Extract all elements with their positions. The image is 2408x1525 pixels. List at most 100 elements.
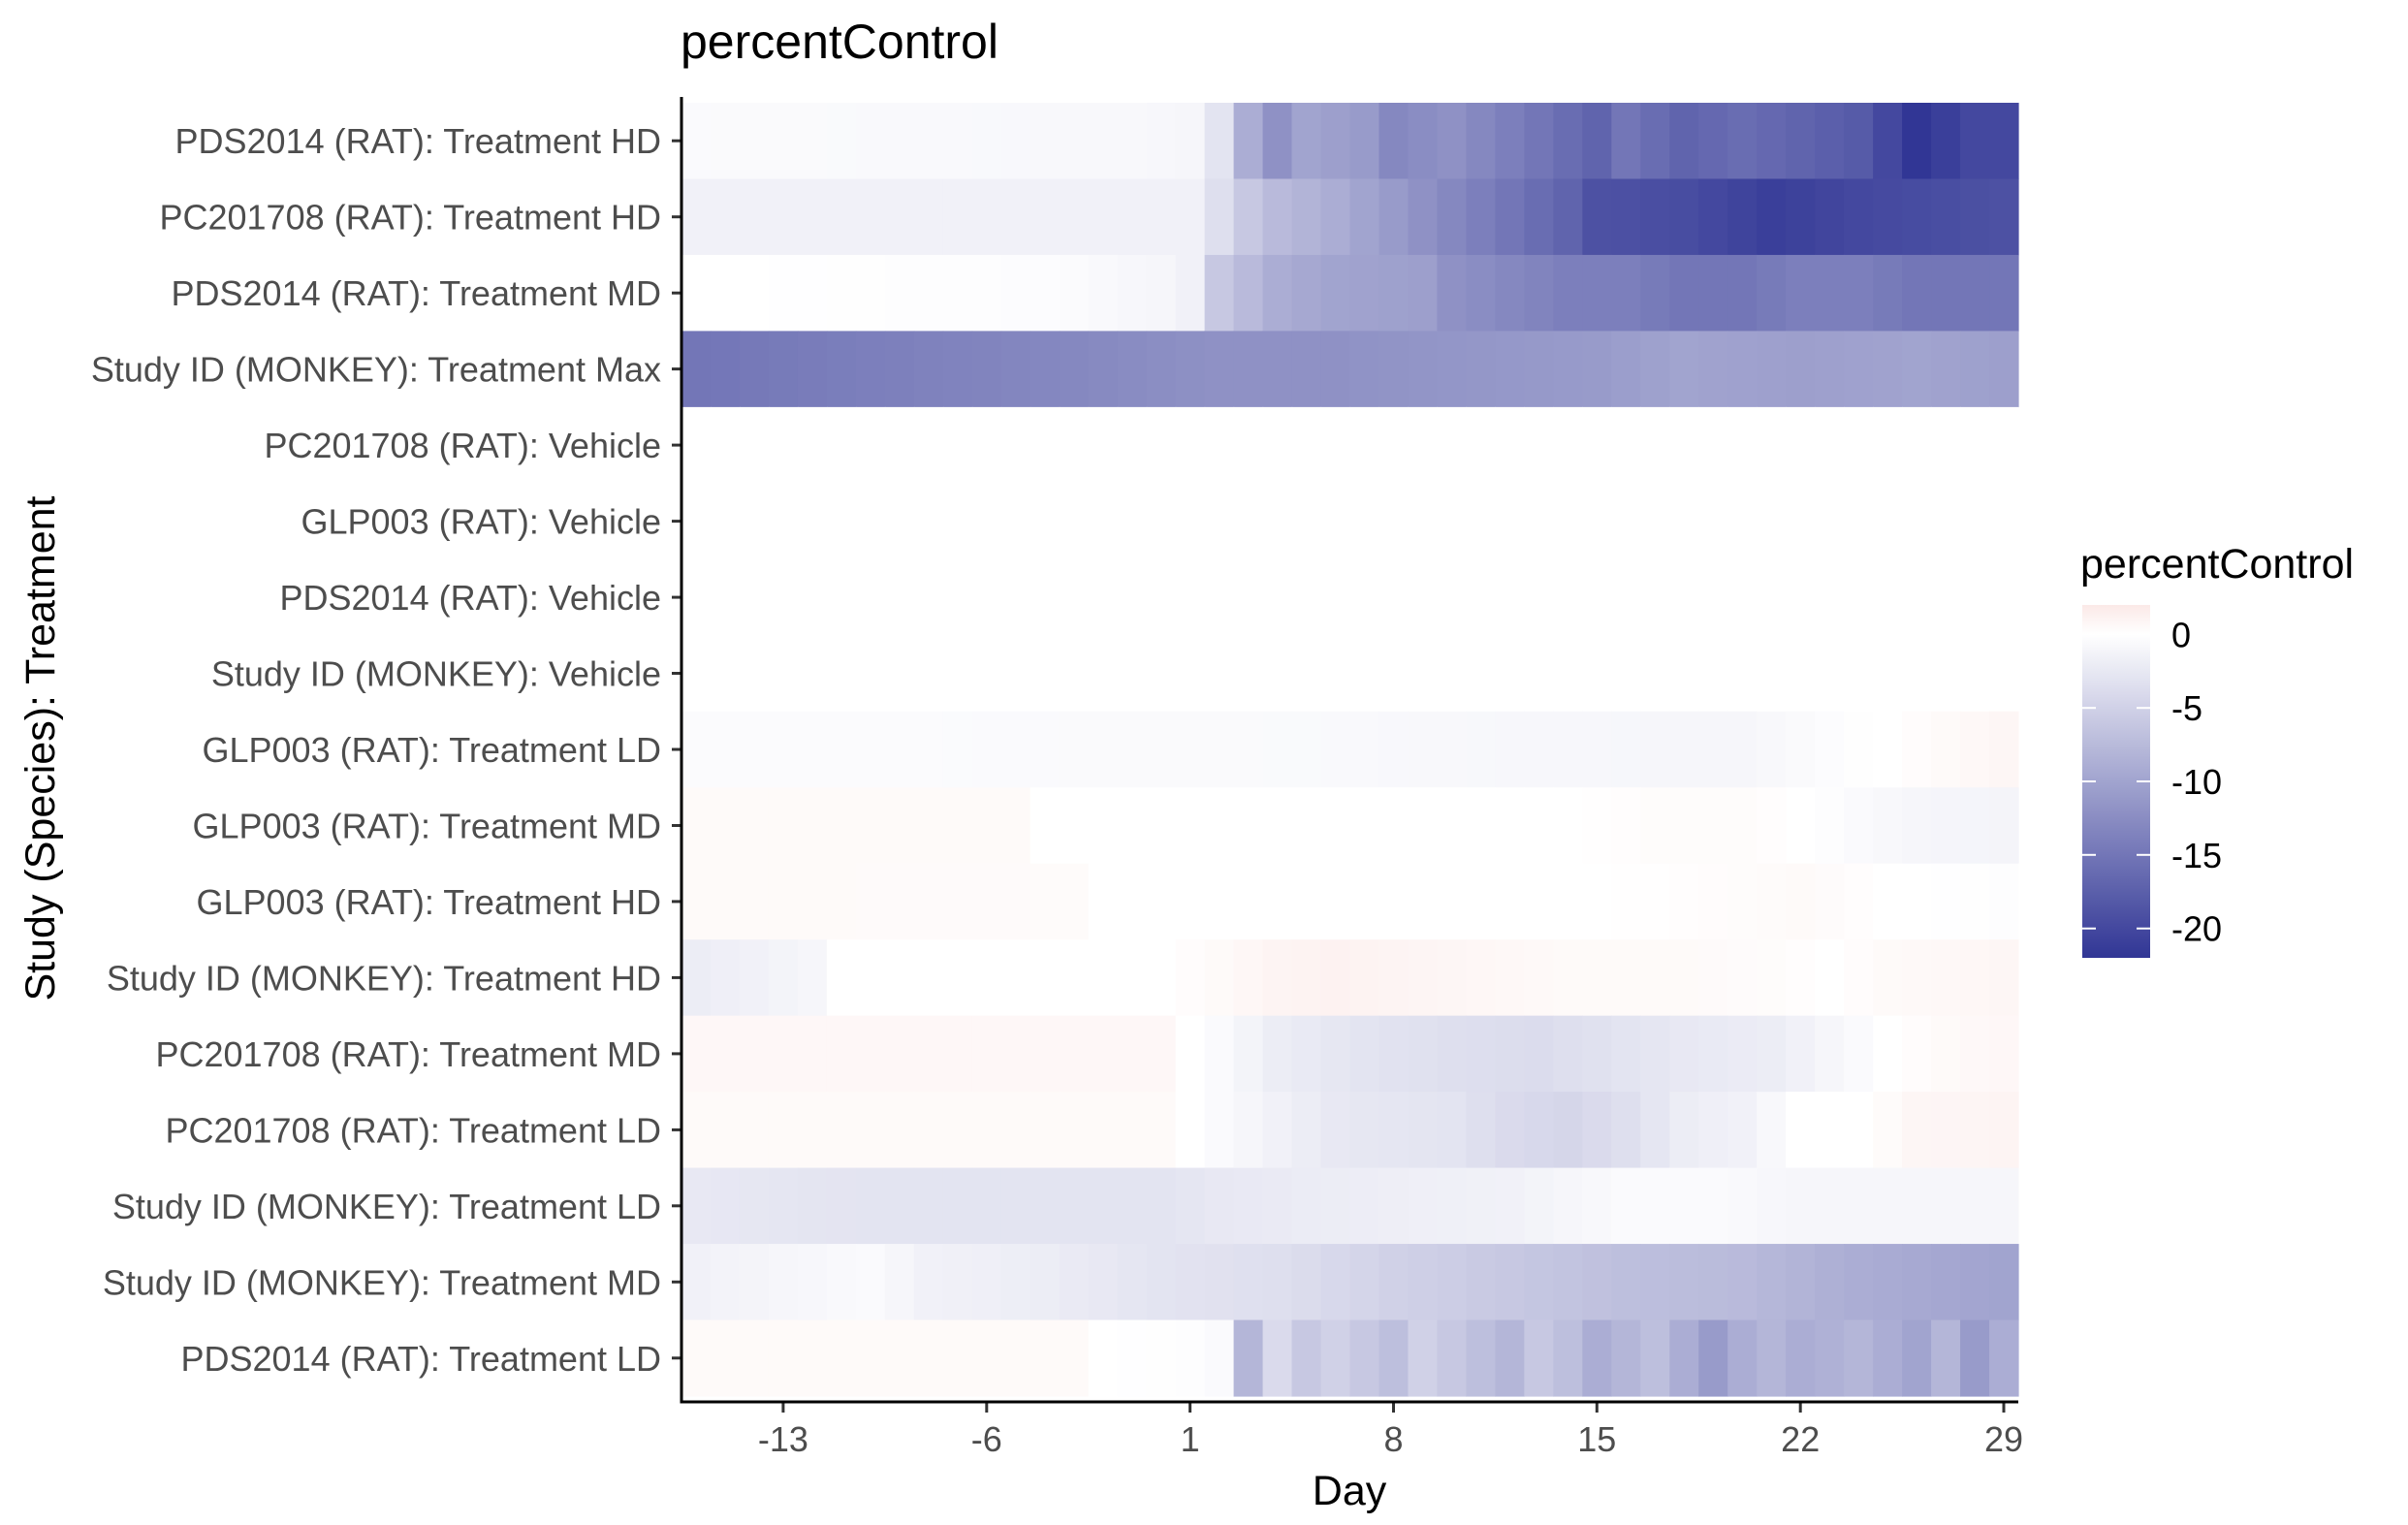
heatmap-cell	[1059, 863, 1090, 940]
heatmap-cell	[1291, 939, 1322, 1017]
heatmap-cell	[913, 1244, 944, 1321]
heatmap-cell	[768, 635, 799, 713]
heatmap-cell	[1786, 711, 1816, 788]
heatmap-cell	[797, 558, 828, 636]
heatmap-cell	[1466, 254, 1496, 333]
heatmap-cell	[971, 483, 1002, 560]
heatmap-cell	[681, 1167, 712, 1245]
heatmap-cell	[855, 1319, 886, 1397]
heatmap-cell	[1815, 331, 1845, 408]
heatmap-cell	[1931, 1244, 1961, 1321]
heatmap-row	[681, 558, 2019, 636]
heatmap-cell	[1495, 1015, 1525, 1093]
heatmap-cell	[1349, 635, 1380, 713]
heatmap-cell	[1611, 635, 1641, 713]
heatmap-cell	[1786, 178, 1816, 256]
heatmap-cell	[1873, 483, 1903, 560]
heatmap-cell	[1844, 1015, 1874, 1093]
heatmap-cell	[1524, 711, 1554, 788]
heatmap-cell	[1117, 939, 1148, 1017]
heatmap-cell	[1757, 483, 1787, 560]
heatmap-cell	[1873, 331, 1903, 408]
heatmap-cell	[1524, 1319, 1554, 1397]
heatmap-cell	[1175, 558, 1206, 636]
heatmap-cell	[884, 1167, 915, 1245]
heatmap-cell	[1931, 406, 1961, 484]
heatmap-cell	[797, 863, 828, 940]
heatmap-cell	[768, 331, 799, 408]
heatmap-cell	[1757, 787, 1787, 865]
heatmap-cell	[1175, 635, 1206, 713]
heatmap-cell	[1698, 178, 1728, 256]
heatmap-cell	[1669, 1167, 1699, 1245]
heatmap-cell	[1786, 939, 1816, 1017]
heatmap-cell	[1175, 1167, 1206, 1245]
heatmap-cell	[884, 331, 915, 408]
heatmap-cell	[1175, 254, 1206, 333]
heatmap-cell	[1059, 406, 1090, 484]
heatmap-cell	[1698, 558, 1728, 636]
heatmap-cell	[1291, 406, 1322, 484]
heatmap-row	[681, 1319, 2019, 1397]
heatmap-cell	[1698, 483, 1728, 560]
heatmap-cell	[971, 331, 1002, 408]
heatmap-cell	[1059, 1167, 1090, 1245]
heatmap-cell	[768, 103, 799, 180]
heatmap-cell	[1524, 1092, 1554, 1169]
heatmap-cell	[710, 1092, 741, 1169]
heatmap-cell	[1727, 406, 1758, 484]
heatmap-cell	[1495, 711, 1525, 788]
heatmap-cell	[1204, 483, 1235, 560]
heatmap-cell	[855, 863, 886, 940]
heatmap-cell	[1495, 558, 1525, 636]
heatmap-cell	[1088, 863, 1119, 940]
heatmap-cell	[913, 254, 944, 333]
heatmap-cell	[1640, 406, 1670, 484]
heatmap-cell	[1088, 1167, 1119, 1245]
heatmap-cell	[1291, 1244, 1322, 1321]
heatmap-cell	[797, 331, 828, 408]
heatmap-cell	[942, 711, 973, 788]
heatmap-cell	[1320, 178, 1351, 256]
heatmap-cell	[1175, 787, 1206, 865]
heatmap-cell	[1437, 711, 1468, 788]
heatmap-cell	[1611, 711, 1641, 788]
heatmap-cell	[1117, 331, 1148, 408]
heatmap-cell	[1669, 1092, 1699, 1169]
heatmap-cell	[1902, 254, 1932, 333]
x-tick-label: -13	[758, 1419, 808, 1459]
heatmap-cell	[1175, 331, 1206, 408]
heatmap-cell	[739, 1092, 770, 1169]
y-tick-label: Study ID (MONKEY): Treatment LD	[112, 1187, 661, 1226]
heatmap-cell	[1786, 558, 1816, 636]
heatmap-cell	[1495, 254, 1525, 333]
heatmap-cell	[1553, 103, 1583, 180]
heatmap-cell	[1757, 1015, 1787, 1093]
heatmap-cell	[826, 1092, 857, 1169]
heatmap-cell	[1088, 1319, 1119, 1397]
heatmap-cell	[1844, 863, 1874, 940]
heatmap-cell	[710, 863, 741, 940]
heatmap-cell	[1815, 103, 1845, 180]
heatmap-cell	[1320, 635, 1351, 713]
heatmap-cell	[1117, 635, 1148, 713]
heatmap-cell	[1873, 1244, 1903, 1321]
heatmap-cell	[797, 787, 828, 865]
heatmap-cell	[1844, 1167, 1874, 1245]
heatmap-cell	[1466, 1244, 1496, 1321]
heatmap-cell	[1320, 558, 1351, 636]
heatmap-cell	[1466, 635, 1496, 713]
heatmap-cell	[913, 483, 944, 560]
heatmap-cell	[1320, 483, 1351, 560]
heatmap-cell	[1059, 787, 1090, 865]
heatmap-cell	[1378, 1092, 1410, 1169]
heatmap-cell	[1640, 483, 1670, 560]
heatmap-cell	[739, 1015, 770, 1093]
heatmap-cell	[739, 558, 770, 636]
heatmap-cell	[1059, 331, 1090, 408]
heatmap-row	[681, 1092, 2019, 1169]
heatmap-cell	[942, 178, 973, 256]
heatmap-row	[681, 939, 2019, 1017]
heatmap-cell	[1786, 1092, 1816, 1169]
heatmap-cell	[1960, 1244, 1990, 1321]
